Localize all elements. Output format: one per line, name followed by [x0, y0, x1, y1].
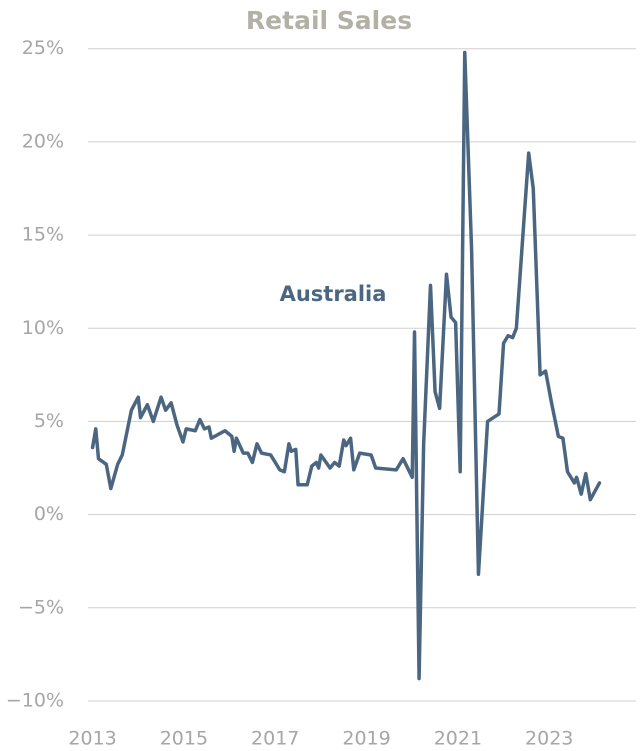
- x-tick-label: 2019: [342, 728, 390, 750]
- x-tick-label: 2017: [251, 728, 299, 750]
- y-tick-label: 20%: [22, 130, 64, 152]
- y-tick-label: −5%: [18, 596, 64, 618]
- x-tick-label: 2013: [68, 728, 116, 750]
- x-tick-label: 2015: [160, 728, 208, 750]
- y-tick-label: 25%: [22, 37, 64, 59]
- chart-title: Retail Sales: [246, 6, 412, 35]
- data-line: [90, 50, 602, 681]
- x-tick-label: 2023: [525, 728, 573, 750]
- series-label: Australia: [280, 282, 387, 306]
- y-tick-label: 15%: [22, 224, 64, 246]
- y-tick-label: 0%: [34, 503, 64, 525]
- y-tick-label: 10%: [22, 317, 64, 339]
- y-tick-label: −10%: [6, 689, 64, 711]
- y-tick-label: 5%: [34, 410, 64, 432]
- x-tick-label: 2021: [434, 728, 482, 750]
